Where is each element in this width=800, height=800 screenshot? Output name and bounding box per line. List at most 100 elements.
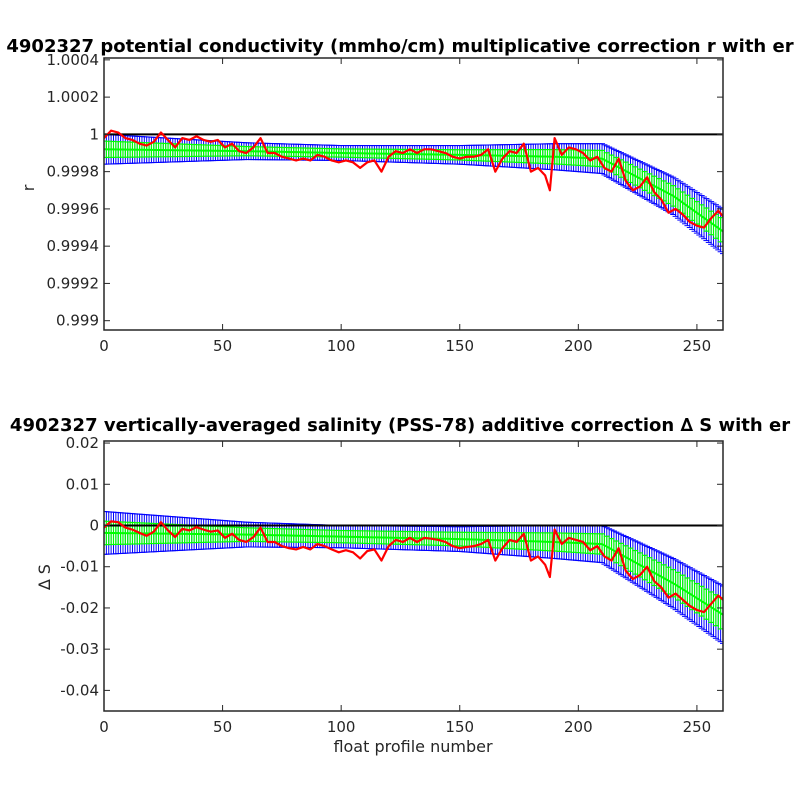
series-point (401, 541, 404, 543)
y-tick-label: 0.9998 (47, 163, 100, 181)
y-tick-label: -0.04 (60, 681, 99, 699)
series-point (544, 563, 547, 566)
series-point (138, 532, 141, 534)
series-point (451, 155, 454, 158)
x-tick-label: 150 (445, 718, 474, 736)
plot-area: 0 50 100 150 200 250 -0.04 -0.03 -0.02 -0.01 0 0.01… (60, 434, 724, 736)
series-point (494, 559, 497, 562)
series-point (567, 536, 570, 539)
series-point (188, 529, 191, 532)
series-point (537, 555, 539, 558)
x-tick-label: 250 (683, 337, 712, 355)
series-point (553, 528, 556, 531)
series-point (309, 159, 312, 162)
series-point (589, 549, 592, 552)
series-point (681, 213, 684, 216)
series-point (603, 167, 606, 169)
series-point (501, 157, 504, 160)
series-point (553, 137, 556, 140)
series-point (646, 565, 649, 568)
series-point (160, 131, 162, 134)
series-point (674, 208, 677, 210)
y-tick-label: -0.03 (60, 640, 99, 658)
series-point (337, 551, 340, 554)
series-point (487, 148, 490, 151)
series-point (696, 609, 698, 611)
series-point (373, 548, 376, 551)
series-point (660, 198, 663, 201)
y-tick-label: 0.01 (66, 475, 99, 493)
salinity-correction-panel: 4902327 vertically-averaged salinity (PS… (10, 415, 790, 756)
series-point (138, 142, 141, 145)
x-axis-label: float profile number (333, 737, 493, 756)
series-point (224, 536, 226, 539)
series-point (195, 526, 198, 529)
y-tick-label: 1.0002 (47, 88, 100, 106)
y-tick-label: -0.02 (60, 599, 99, 617)
series-point (617, 547, 620, 550)
series-point (209, 530, 212, 533)
series-point (252, 536, 255, 538)
series-point (209, 140, 212, 143)
x-tick-label: 0 (99, 718, 109, 736)
series-point (245, 152, 248, 154)
series-point (387, 545, 390, 548)
y-tick-label: 0.999 (56, 312, 99, 330)
series-point (302, 546, 305, 548)
series-point (617, 157, 620, 160)
series-point (437, 539, 440, 541)
series-point (717, 209, 720, 212)
series-point (174, 536, 177, 538)
series-point (295, 548, 298, 551)
y-axis-label: r (19, 184, 38, 191)
series-point (631, 578, 634, 580)
series-point (480, 153, 482, 156)
series-point (639, 574, 641, 576)
series-point (288, 547, 290, 550)
axes-box (103, 57, 724, 331)
x-tick-label: 50 (213, 337, 232, 355)
series-point (131, 528, 134, 531)
series-point (501, 547, 504, 550)
series-point (330, 159, 333, 162)
series-point (366, 161, 369, 164)
series-point (667, 211, 670, 214)
series-point (674, 592, 677, 595)
series-point (224, 146, 226, 149)
series-point (494, 170, 497, 173)
series-point (575, 539, 577, 541)
series-point (352, 161, 354, 164)
series-point (444, 541, 447, 543)
series-point (603, 555, 606, 558)
y-tick-label: 0.9992 (47, 274, 100, 292)
series-point (589, 159, 592, 162)
series-point (653, 580, 656, 583)
series-point (131, 139, 134, 141)
series-point (167, 139, 169, 141)
series-point (688, 221, 691, 223)
y-tick-label: 0.9994 (47, 237, 100, 255)
series-point (316, 543, 319, 545)
chart-title: 4902327 vertically-averaged salinity (PS… (10, 415, 790, 436)
series-point (323, 545, 326, 548)
series-point (487, 539, 490, 541)
series-point (548, 189, 551, 192)
series-point (703, 611, 705, 613)
series-point (646, 176, 649, 179)
series-point (409, 536, 411, 539)
series-point (188, 139, 191, 141)
series-point (660, 586, 663, 589)
series-point (216, 529, 219, 532)
series-point (238, 150, 241, 153)
series-point (423, 536, 426, 539)
series-point (458, 547, 461, 550)
y-tick-label: -0.01 (60, 558, 99, 576)
series-point (560, 153, 563, 156)
series-point (681, 598, 684, 601)
series-point (231, 532, 233, 535)
series-point (110, 520, 113, 523)
series-point (444, 152, 447, 154)
series-point (401, 152, 404, 154)
series-point (522, 532, 525, 535)
x-tick-label: 0 (99, 337, 109, 355)
